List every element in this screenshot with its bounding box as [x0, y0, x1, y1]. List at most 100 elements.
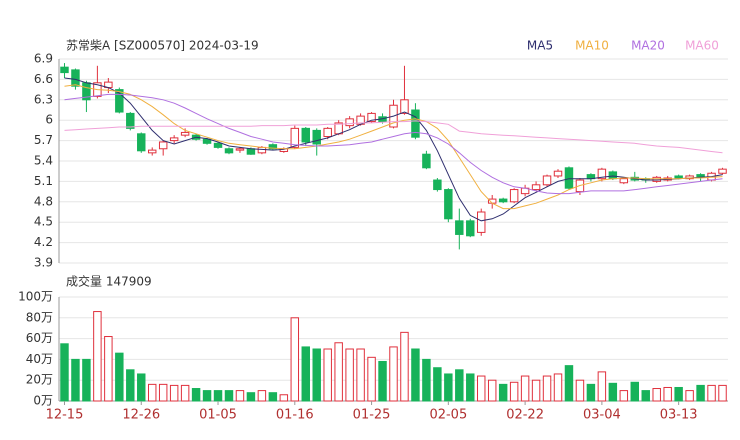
y-tick-label: 6.9 [34, 52, 53, 66]
volume-bar [356, 348, 365, 402]
y-tick-label: 5.1 [34, 174, 53, 188]
volume-bar [202, 390, 212, 402]
x-tick-label: 03-13 [660, 408, 698, 423]
volume-bar [466, 373, 475, 402]
candle-body [433, 179, 442, 191]
y-tick-label: 20万 [26, 373, 53, 387]
volume-bar [718, 384, 727, 402]
candle-body [509, 189, 519, 203]
x-tick-label: 01-05 [199, 408, 237, 423]
volume-bar [597, 371, 607, 402]
y-tick-label: 5.4 [34, 154, 53, 168]
volume-bar [444, 373, 453, 402]
volume-bar [487, 379, 497, 402]
y-tick-label: 40万 [26, 352, 53, 366]
candle-body [235, 148, 245, 151]
candle-body [180, 131, 190, 136]
candle-body [674, 175, 683, 179]
volume-bar [455, 369, 464, 402]
volume-bar [608, 382, 618, 402]
volume-bar [422, 358, 431, 402]
x-tick-label: 12-26 [122, 408, 160, 423]
candle-body [531, 184, 541, 191]
volume-bar [630, 381, 640, 402]
y-tick-label: 80万 [26, 310, 53, 324]
volume-bar [235, 390, 245, 402]
volume-bar [137, 373, 146, 402]
candle-body [126, 112, 135, 129]
x-tick-label: 01-16 [276, 408, 314, 423]
volume-bar [619, 390, 629, 402]
candle-body [246, 148, 256, 155]
candle-body [608, 171, 618, 180]
candle-body [542, 175, 552, 186]
candle-body [477, 211, 486, 233]
volume-bar [663, 386, 672, 402]
ma-line [64, 93, 723, 195]
volume-bar [674, 386, 683, 402]
x-tick-label: 01-25 [353, 408, 391, 423]
candle-body [312, 129, 321, 145]
volume-bar [389, 346, 398, 402]
volume-bar [257, 390, 267, 402]
volume-bar [477, 375, 486, 402]
candle-body [553, 170, 563, 177]
y-tick-label: 6 [45, 113, 53, 127]
volume-bar [82, 358, 91, 402]
volume-bar [115, 352, 124, 402]
candle-body [268, 144, 278, 150]
candle-body [422, 153, 431, 169]
candle-body [71, 69, 80, 87]
volume-bar [158, 383, 168, 402]
y-tick-label: 4.5 [34, 215, 53, 229]
volume-bar [213, 390, 223, 402]
volume-bar [520, 375, 530, 402]
y-tick-label: 3.9 [34, 256, 53, 270]
candle-body [367, 112, 376, 123]
y-tick-label: 4.2 [34, 235, 53, 249]
x-tick-label: 02-05 [429, 408, 467, 423]
volume-bar [542, 375, 552, 402]
candle-body [224, 148, 234, 154]
volume-bar [553, 373, 563, 402]
volume-bar [323, 348, 332, 402]
x-tick-label: 12-15 [46, 408, 84, 423]
volume-bar [246, 392, 256, 402]
candle-body [158, 141, 168, 150]
volume-bar [564, 365, 574, 402]
candle-body [444, 189, 453, 220]
volume-bar [685, 390, 694, 402]
candle-body [718, 168, 727, 174]
volume-bar [290, 317, 300, 402]
volume-bar [531, 379, 541, 402]
candle-body [564, 167, 574, 189]
volume-bar [334, 342, 343, 402]
volume-bar [71, 358, 80, 402]
candle-body [455, 220, 464, 235]
legend-entry: MA5 [527, 39, 553, 53]
candle-body [301, 127, 310, 143]
x-tick-label: 02-22 [506, 408, 544, 423]
volume-bar [93, 311, 102, 402]
volume-bar [191, 388, 201, 402]
chart-title: 苏常柴A [SZ000570] 2024-03-19 [66, 39, 259, 53]
y-tick-label: 5.7 [34, 133, 53, 147]
y-tick-label: 0万 [33, 394, 53, 408]
legend-entry: MA60 [685, 39, 719, 53]
candle-body [498, 198, 508, 203]
x-tick-label: 03-04 [583, 408, 621, 423]
candle-body [411, 109, 420, 138]
candle-body [257, 146, 267, 154]
candle-body [169, 137, 179, 142]
y-tick-label: 100万 [18, 290, 53, 304]
y-tick-label: 4.8 [34, 194, 53, 208]
candle-body [60, 66, 69, 74]
y-tick-label: 6.6 [34, 72, 53, 86]
volume-bar [345, 348, 354, 402]
volume-bar [180, 384, 190, 402]
legend-entry: MA20 [631, 39, 665, 53]
y-tick-label: 6.3 [34, 92, 53, 106]
volume-bar [411, 348, 420, 402]
volume-bar [104, 336, 113, 402]
volume-bar [652, 388, 661, 402]
